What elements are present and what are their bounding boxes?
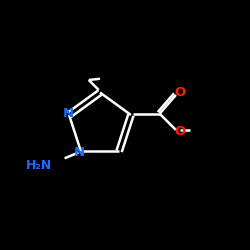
Text: N: N xyxy=(74,146,85,159)
Text: H₂N: H₂N xyxy=(26,158,52,172)
Text: O: O xyxy=(175,125,186,138)
Text: N: N xyxy=(62,107,74,120)
Text: O: O xyxy=(175,86,186,100)
